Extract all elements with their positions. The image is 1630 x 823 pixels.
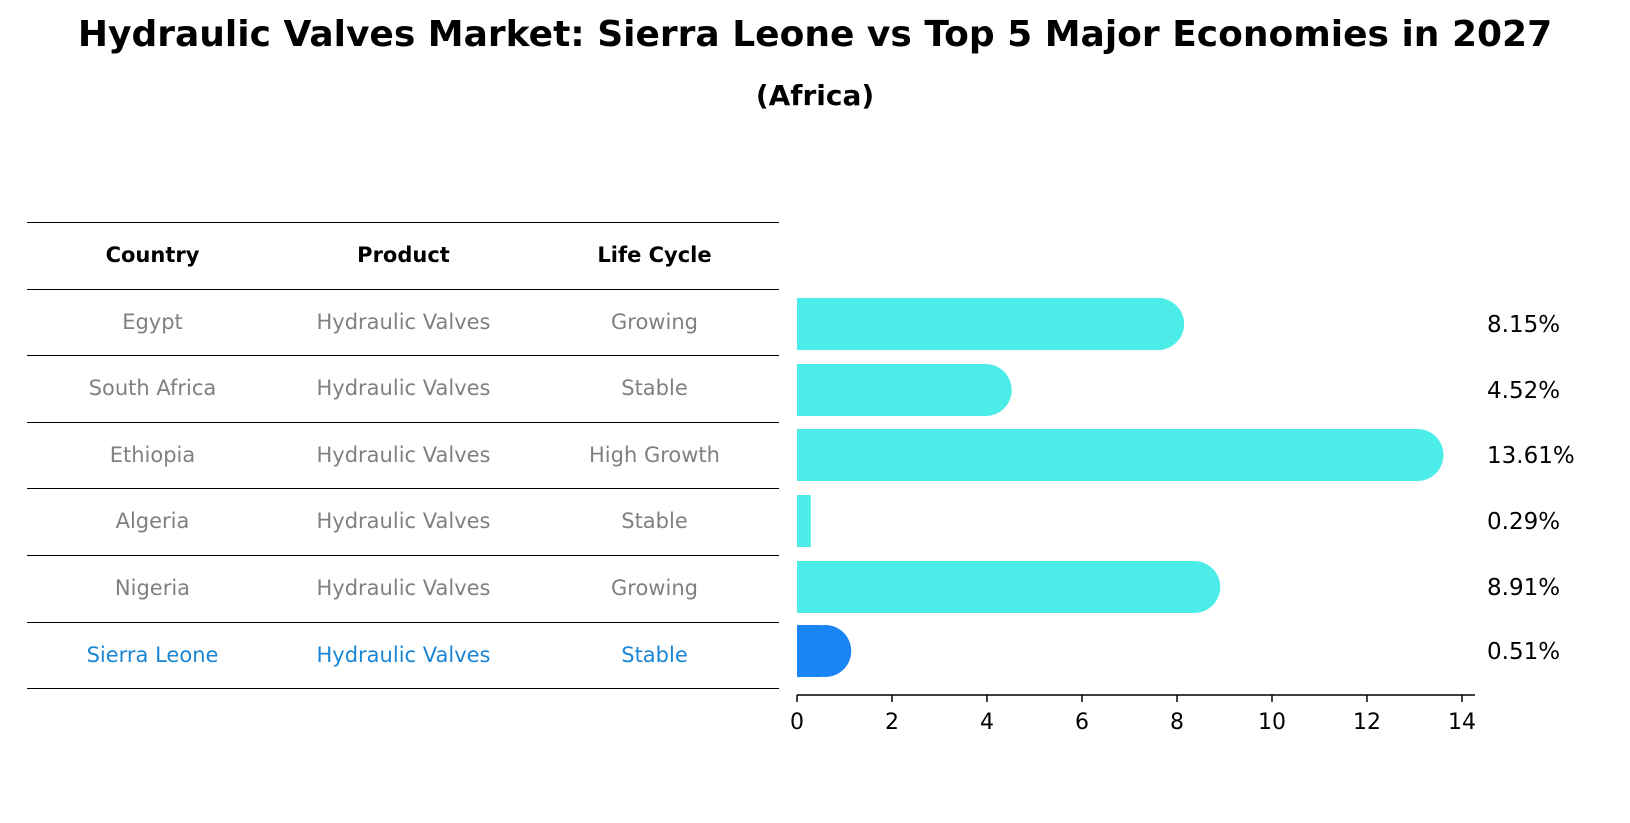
value-label: 0.29% xyxy=(1487,509,1560,535)
table-cell: Hydraulic Valves xyxy=(316,442,491,467)
table-cell: Growing xyxy=(611,576,698,600)
bar xyxy=(797,561,1221,613)
x-tick-label: 12 xyxy=(1353,710,1381,735)
x-tick-label: 4 xyxy=(980,710,994,735)
chart-subtitle: (Africa) xyxy=(755,79,875,112)
table-cell: Stable xyxy=(621,509,688,534)
x-tick-label: 10 xyxy=(1258,710,1286,735)
table-cell: Sierra Leone xyxy=(86,642,219,667)
table-cell: Algeria xyxy=(115,509,190,534)
table-cell: Hydraulic Valves xyxy=(316,509,491,534)
chart-title: Hydraulic Valves Market: Sierra Leone vs… xyxy=(77,14,1553,55)
table-divider xyxy=(27,421,779,423)
x-tick-label: 2 xyxy=(885,710,899,735)
value-label: 4.52% xyxy=(1487,378,1560,404)
value-label: 8.15% xyxy=(1487,312,1560,338)
bar xyxy=(797,364,1012,416)
x-tick-label: 6 xyxy=(1075,710,1089,735)
bar xyxy=(797,429,1444,481)
value-label: 8.91% xyxy=(1487,575,1560,601)
value-label: 0.51% xyxy=(1487,639,1560,665)
table-divider xyxy=(27,688,779,690)
table-cell: Ethiopia xyxy=(109,442,196,467)
table-cell: Hydraulic Valves xyxy=(316,576,491,600)
table-divider xyxy=(27,222,779,223)
value-label: 13.61% xyxy=(1487,443,1575,469)
table-divider xyxy=(27,355,779,357)
table-divider xyxy=(27,555,779,556)
table-divider xyxy=(27,288,779,290)
bar-cap xyxy=(799,625,852,677)
x-tick-label: 8 xyxy=(1170,710,1184,735)
x-tick-label: 0 xyxy=(790,710,804,735)
table-cell: Hydraulic Valves xyxy=(316,309,491,334)
table-cell: Stable xyxy=(621,376,688,401)
table-cell: Hydraulic Valves xyxy=(316,642,491,667)
table-header-cell: Product xyxy=(357,243,450,267)
table-cell: Hydraulic Valves xyxy=(316,376,491,401)
table-header-cell: Country xyxy=(105,243,200,267)
x-tick-label: 14 xyxy=(1448,710,1476,735)
bar xyxy=(797,298,1185,350)
table-divider xyxy=(27,488,779,490)
table-header-cell: Life Cycle xyxy=(597,243,712,267)
table-cell: Stable xyxy=(621,642,688,667)
table-cell: Egypt xyxy=(122,309,183,334)
table-divider xyxy=(27,621,779,623)
table-cell: High Growth xyxy=(589,442,720,467)
bar xyxy=(797,495,811,547)
table-cell: Nigeria xyxy=(114,576,191,600)
table-cell: South Africa xyxy=(88,376,217,401)
table-cell: Growing xyxy=(611,309,698,334)
